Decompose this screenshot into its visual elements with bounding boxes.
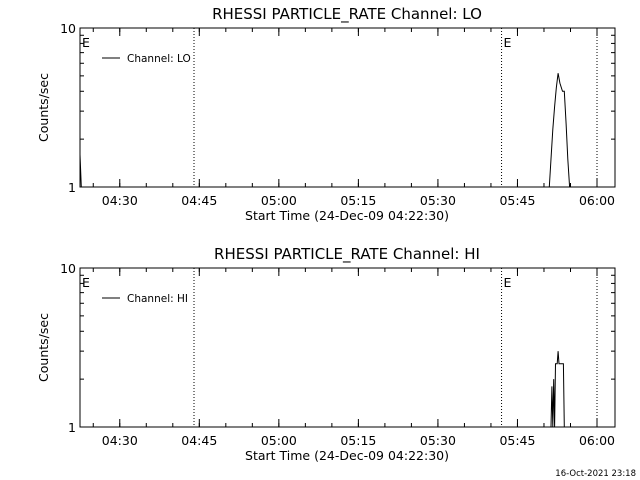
x-tick-label: 05:45: [499, 433, 535, 448]
x-tick-label: 05:30: [420, 433, 456, 448]
plot-frame: [79, 27, 616, 188]
x-tick-label: 04:30: [102, 433, 138, 448]
y-axis-label: Counts/sec: [36, 73, 51, 142]
panel-lo-channel: RHESSI PARTICLE_RATE Channel: LO Counts/s…: [36, 5, 616, 223]
event-marker-label: E: [504, 35, 512, 50]
event-marker-label: E: [82, 35, 90, 50]
series-line: [79, 73, 571, 188]
x-tick-label: 06:00: [579, 193, 615, 208]
x-tick-label: 05:15: [340, 433, 376, 448]
plot-frame: [79, 267, 616, 428]
legend-entry: Channel: LO: [127, 53, 191, 65]
x-tick-label: 04:30: [102, 193, 138, 208]
plot-timestamp: 16-Oct-2021 23:18: [555, 469, 636, 479]
y-tick-label: 1: [68, 180, 76, 195]
x-tick-label: 05:45: [499, 193, 535, 208]
x-tick-label: 05:15: [340, 193, 376, 208]
series-line: [550, 351, 565, 428]
x-tick-label: 04:45: [181, 193, 217, 208]
panel-hi-channel: RHESSI PARTICLE_RATE Channel: HI Counts/s…: [36, 245, 616, 463]
x-tick-label: 04:45: [181, 433, 217, 448]
chart-title: RHESSI PARTICLE_RATE Channel: LO: [212, 5, 482, 24]
x-axis-label: Start Time (24-Dec-09 04:22:30): [245, 448, 449, 463]
x-tick-label: 06:00: [579, 433, 615, 448]
x-axis-label: Start Time (24-Dec-09 04:22:30): [245, 208, 449, 223]
x-tick-label: 05:00: [261, 193, 297, 208]
chart-title: RHESSI PARTICLE_RATE Channel: HI: [214, 245, 480, 264]
y-axis-label: Counts/sec: [36, 313, 51, 382]
x-tick-label: 05:30: [420, 193, 456, 208]
legend-entry: Channel: HI: [127, 293, 188, 305]
y-tick-label: 1: [68, 420, 76, 435]
x-tick-label: 05:00: [261, 433, 297, 448]
y-tick-label: 10: [60, 261, 76, 276]
event-marker-label: E: [82, 275, 90, 290]
event-marker-label: E: [504, 275, 512, 290]
y-tick-label: 10: [60, 21, 76, 36]
